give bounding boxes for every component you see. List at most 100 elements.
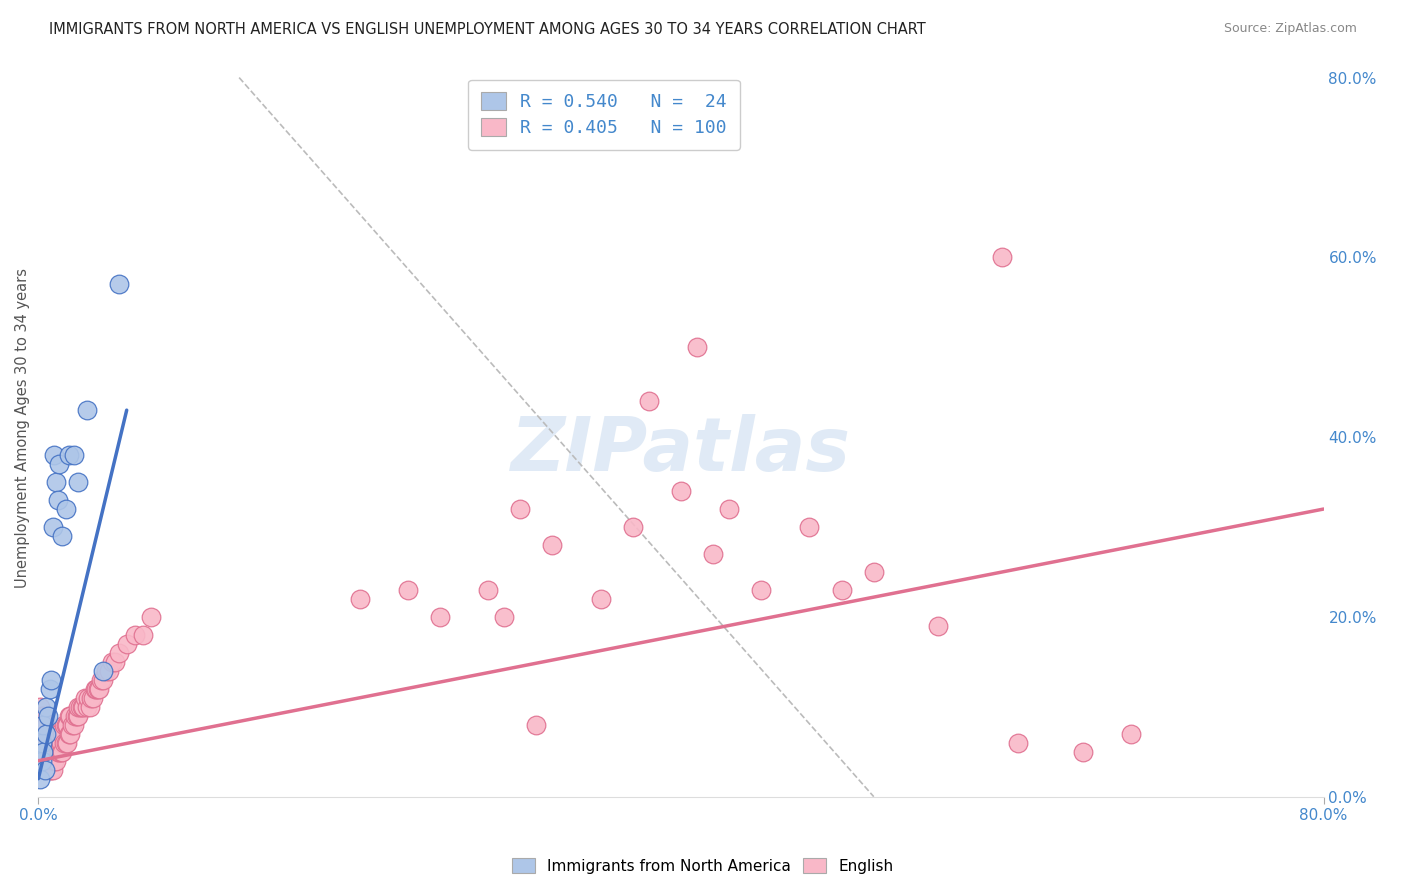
Point <box>91 673 114 687</box>
Point <box>56 718 79 732</box>
Point <box>53 718 76 732</box>
Point <box>67 699 90 714</box>
Legend: R = 0.540   N =  24, R = 0.405   N = 100: R = 0.540 N = 24, R = 0.405 N = 100 <box>468 79 740 150</box>
Point <box>396 582 419 597</box>
Point <box>32 727 55 741</box>
Point <box>46 493 69 508</box>
Point <box>38 745 60 759</box>
Point <box>35 718 58 732</box>
Point <box>37 763 59 777</box>
Point <box>51 529 73 543</box>
Point <box>1071 745 1094 759</box>
Point <box>55 718 77 732</box>
Point <box>39 736 62 750</box>
Point <box>115 637 138 651</box>
Point <box>28 772 51 786</box>
Point <box>37 745 59 759</box>
Point <box>799 520 821 534</box>
Point <box>104 655 127 669</box>
Point <box>42 520 65 534</box>
Point <box>35 727 58 741</box>
Point <box>107 646 129 660</box>
Point <box>44 448 66 462</box>
Point <box>48 745 70 759</box>
Point <box>702 547 724 561</box>
Point <box>58 727 80 741</box>
Point <box>45 475 67 489</box>
Point <box>34 736 56 750</box>
Point <box>637 394 659 409</box>
Point <box>70 699 93 714</box>
Point <box>58 448 80 462</box>
Point <box>34 718 56 732</box>
Point <box>79 699 101 714</box>
Point <box>927 619 949 633</box>
Point <box>35 736 58 750</box>
Point <box>55 736 77 750</box>
Point <box>77 690 100 705</box>
Point <box>39 745 62 759</box>
Point <box>429 610 451 624</box>
Point <box>31 708 53 723</box>
Point <box>59 708 82 723</box>
Point <box>477 582 499 597</box>
Point <box>51 727 73 741</box>
Point <box>35 754 58 768</box>
Point <box>1119 727 1142 741</box>
Point <box>34 754 56 768</box>
Point <box>44 736 66 750</box>
Point <box>53 736 76 750</box>
Point <box>66 708 89 723</box>
Point <box>90 673 112 687</box>
Point <box>51 745 73 759</box>
Point <box>32 745 55 759</box>
Point <box>31 736 53 750</box>
Point <box>39 763 62 777</box>
Point <box>62 718 84 732</box>
Point <box>39 673 62 687</box>
Point <box>37 708 59 723</box>
Point <box>124 628 146 642</box>
Text: ZIPatlas: ZIPatlas <box>510 414 851 487</box>
Point <box>541 538 564 552</box>
Point <box>45 736 67 750</box>
Point <box>89 681 111 696</box>
Point <box>49 736 72 750</box>
Point <box>509 502 531 516</box>
Point <box>84 681 107 696</box>
Point <box>98 664 121 678</box>
Point <box>34 763 56 777</box>
Point <box>55 502 77 516</box>
Point <box>69 699 91 714</box>
Point <box>46 745 69 759</box>
Point <box>82 690 104 705</box>
Text: IMMIGRANTS FROM NORTH AMERICA VS ENGLISH UNEMPLOYMENT AMONG AGES 30 TO 34 YEARS : IMMIGRANTS FROM NORTH AMERICA VS ENGLISH… <box>49 22 927 37</box>
Point <box>49 745 72 759</box>
Point <box>48 727 70 741</box>
Point <box>28 699 51 714</box>
Point <box>107 277 129 292</box>
Point <box>621 520 644 534</box>
Point <box>589 591 612 606</box>
Point <box>62 448 84 462</box>
Point <box>38 727 60 741</box>
Point <box>60 718 83 732</box>
Point <box>132 628 155 642</box>
Point <box>48 457 70 471</box>
Point <box>73 690 96 705</box>
Point <box>56 736 79 750</box>
Point <box>749 582 772 597</box>
Point <box>831 582 853 597</box>
Point <box>718 502 741 516</box>
Point <box>991 251 1014 265</box>
Point <box>83 681 105 696</box>
Point <box>58 708 80 723</box>
Point <box>101 655 124 669</box>
Point <box>45 754 67 768</box>
Point <box>38 681 60 696</box>
Point <box>94 664 117 678</box>
Point <box>87 681 110 696</box>
Point <box>524 718 547 732</box>
Point <box>494 610 516 624</box>
Point <box>67 475 90 489</box>
